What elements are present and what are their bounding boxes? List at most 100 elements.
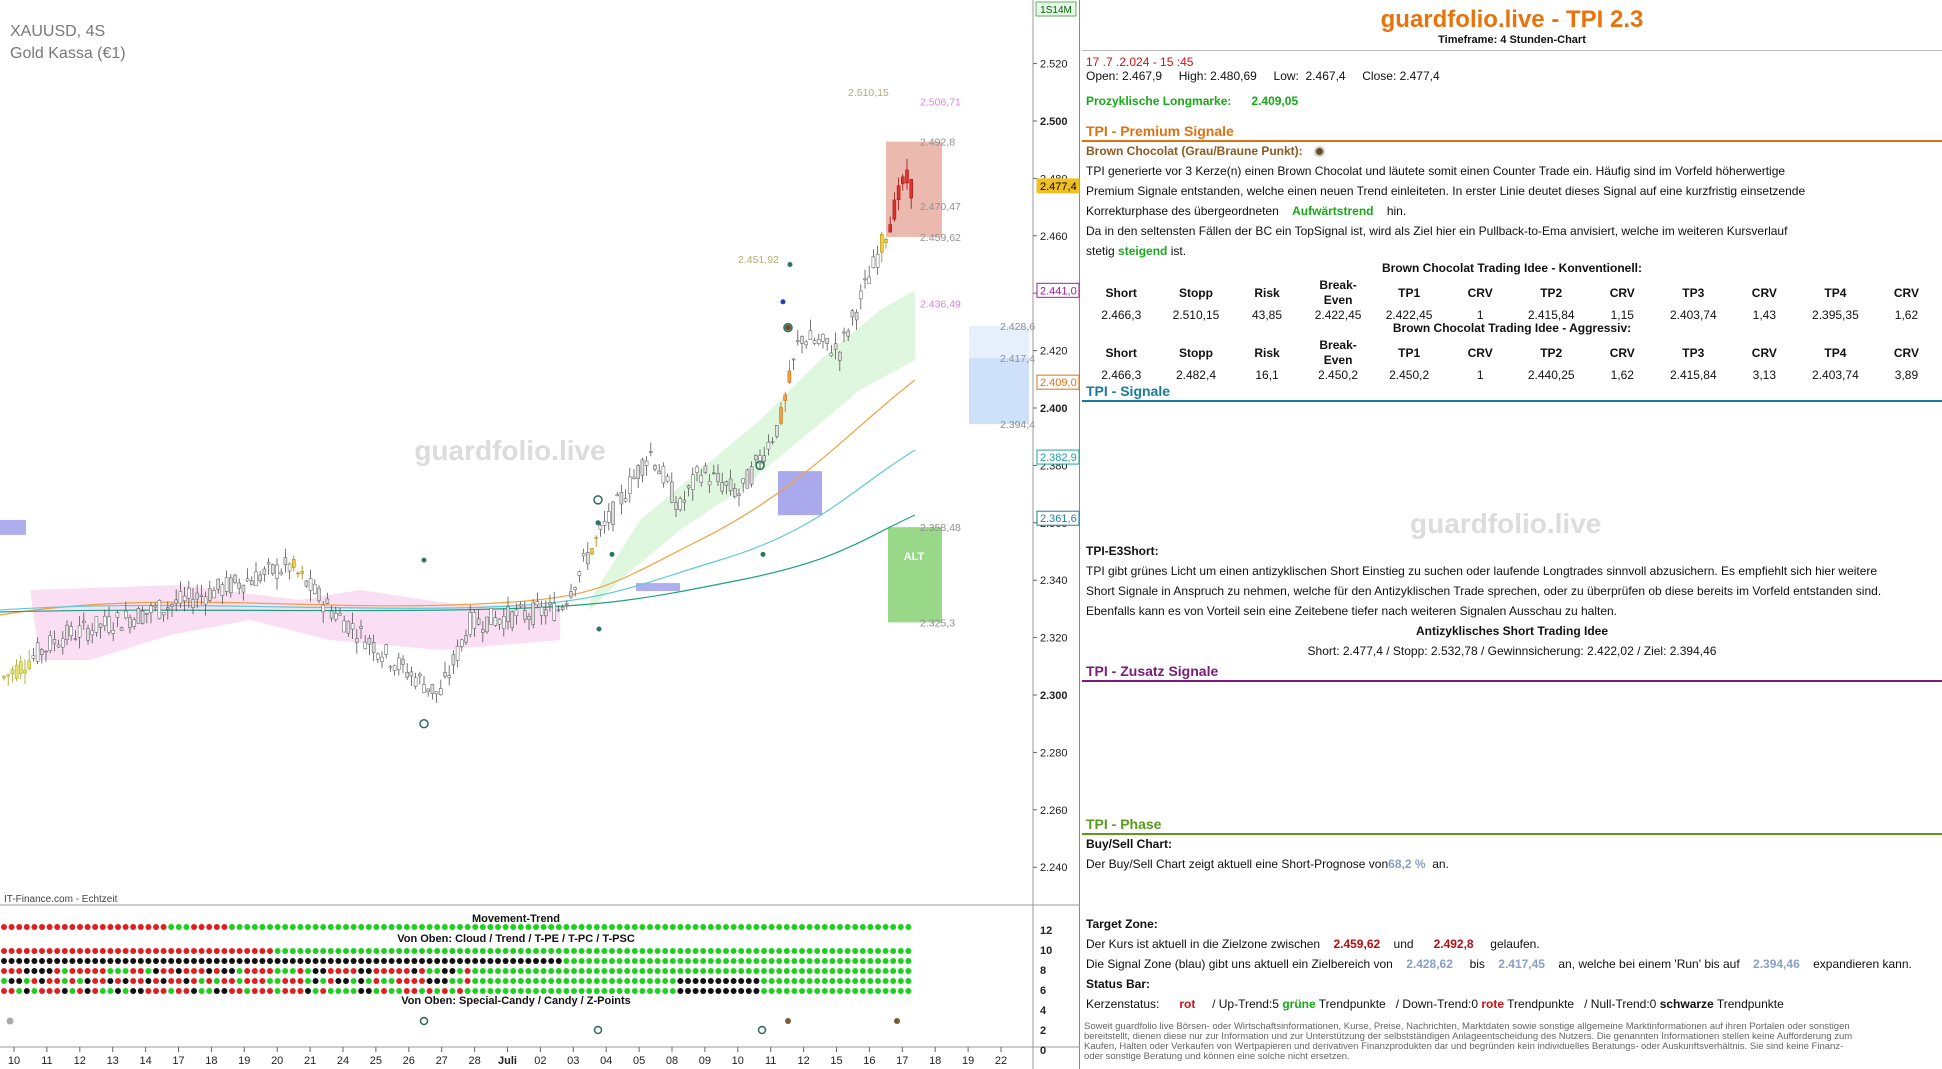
trend-dot	[183, 958, 190, 964]
status-title: Status Bar:	[1086, 977, 1151, 991]
trend-dot	[434, 968, 441, 974]
candle-body	[787, 370, 792, 383]
trend-dot	[692, 948, 699, 954]
trend-dot	[761, 924, 767, 930]
trend-dot	[92, 958, 99, 964]
trend-dot	[403, 968, 410, 974]
trend-dot	[84, 924, 91, 930]
candle-body	[754, 455, 758, 461]
trend-dot	[776, 948, 783, 954]
candle-body	[896, 185, 901, 201]
trend-dot	[99, 978, 106, 984]
trend-dot	[54, 968, 61, 974]
candle-body	[871, 256, 876, 268]
candle-body	[527, 616, 531, 620]
indicator-title-movement: Movement-Trend	[472, 913, 560, 925]
trend-dot	[244, 948, 251, 954]
trend-dot	[593, 948, 600, 954]
trend-dot	[905, 924, 912, 930]
trend-dot	[213, 924, 220, 930]
trend-dot	[358, 924, 365, 930]
trend-dot	[343, 958, 349, 964]
trend-dot	[221, 948, 228, 954]
trend-dot	[510, 948, 517, 954]
trend-dot	[487, 988, 494, 994]
date-tick-label: 11	[41, 1055, 52, 1067]
ma-line-cyan	[0, 449, 916, 611]
trend-dot	[761, 978, 767, 984]
candle-body	[619, 492, 624, 505]
trend-dot	[236, 988, 243, 994]
trend-dot	[867, 924, 874, 930]
trend-dot	[555, 958, 562, 964]
trend-dot	[183, 988, 190, 994]
candy-ring	[593, 1025, 603, 1035]
date-tick-label: Juli	[498, 1055, 517, 1067]
trend-dot	[213, 948, 220, 954]
trend-dot	[350, 988, 357, 994]
trend-dot	[555, 948, 562, 954]
candle-body	[758, 455, 762, 464]
price-level-label: 2.358,48	[920, 522, 961, 534]
trend-dot	[297, 978, 304, 984]
trend-dot	[92, 924, 99, 930]
trend-dot	[46, 924, 53, 930]
low-label: Low:	[1273, 69, 1299, 83]
trend-dot	[616, 924, 623, 930]
trend-dot	[358, 948, 365, 954]
price-chart[interactable]: XAUUSD, 4S Gold Kassa (€1) IT-Finance.com …	[0, 0, 1080, 1069]
table2-cell-6: 2.440,25	[1527, 368, 1575, 382]
trend-dot	[130, 948, 137, 954]
candle-body	[296, 572, 300, 575]
trend-dot	[130, 988, 137, 994]
trend-dot	[191, 978, 197, 984]
trend-dot	[69, 978, 76, 984]
trend-dot	[92, 988, 99, 994]
candle-body	[825, 338, 829, 344]
price-level-label: 2.325,3	[920, 617, 955, 629]
trend-dot	[517, 978, 524, 984]
candle-body	[27, 660, 31, 669]
trend-dot	[897, 924, 904, 930]
panel-watermark: guardfolio.live	[1410, 508, 1602, 539]
trend-dot	[555, 978, 562, 984]
trend-dot	[107, 924, 114, 930]
candle-body	[191, 599, 195, 608]
trend-dot	[890, 968, 897, 974]
candle-body	[447, 675, 451, 678]
candle-body	[405, 672, 409, 678]
trend-dot	[707, 978, 714, 984]
candle-body	[355, 638, 359, 643]
trendpoints-1: Trendpunkte	[1318, 997, 1386, 1011]
trend-dot	[381, 958, 387, 964]
trend-dot	[685, 988, 691, 994]
trend-dot	[39, 988, 45, 994]
trend-dot	[191, 948, 197, 954]
trend-dot	[609, 968, 615, 974]
trend-dot	[403, 948, 410, 954]
trend-dot	[882, 948, 889, 954]
trend-dot	[39, 958, 45, 964]
trend-dot	[54, 924, 61, 930]
price-level-label: 2.470,47	[920, 201, 961, 213]
table1-header-6: TP2	[1540, 285, 1563, 300]
table2-cell-1: 2.482,4	[1175, 368, 1216, 382]
trend-dot	[160, 968, 167, 974]
trend-dot	[350, 978, 357, 984]
candle-body	[128, 617, 132, 629]
bc-text-3a: Korrekturphase des übergeordneten	[1086, 204, 1279, 218]
chart-canvas[interactable]: XAUUSD, 4S Gold Kassa (€1) IT-Finance.com …	[0, 0, 1080, 1069]
date-tick-label: 19	[962, 1055, 974, 1067]
trend-dot	[403, 988, 410, 994]
trend-dot	[229, 988, 235, 994]
low-value: 2.467,4	[1305, 69, 1346, 83]
candle-body	[338, 613, 342, 616]
trend-dot	[624, 968, 631, 974]
signal-ring	[593, 495, 603, 505]
trend-dot	[555, 968, 562, 974]
trend-dot	[160, 948, 167, 954]
brand-title: guardfolio.live - TPI 2.3	[1380, 6, 1644, 33]
trend-dot	[761, 958, 767, 964]
trend-dot	[16, 968, 23, 974]
trend-dot	[882, 958, 889, 964]
